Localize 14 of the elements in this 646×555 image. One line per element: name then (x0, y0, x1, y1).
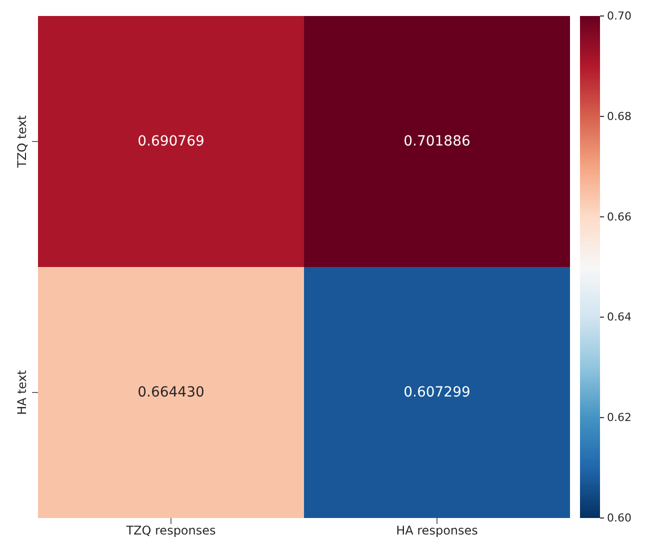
data-label: 0.690769 (138, 134, 204, 150)
data-label: 0.664430 (138, 384, 204, 400)
x-tick-label: TZQ responses (125, 524, 216, 538)
color-bar-label: 0.68 (607, 110, 632, 123)
color-bar-label: 0.64 (607, 310, 632, 324)
color-bar-label: 0.70 (607, 10, 632, 22)
color-bar-label: 0.66 (607, 210, 632, 224)
y-tick-label: HA text (15, 370, 29, 415)
color-bar-label: 0.60 (607, 512, 632, 524)
y-tick-label: TZQ text (15, 114, 29, 169)
data-label: 0.701886 (404, 134, 470, 150)
x-tick-label: HA responses (396, 524, 478, 538)
data-label: 0.607299 (404, 384, 470, 400)
color-bar-label: 0.62 (607, 411, 632, 424)
